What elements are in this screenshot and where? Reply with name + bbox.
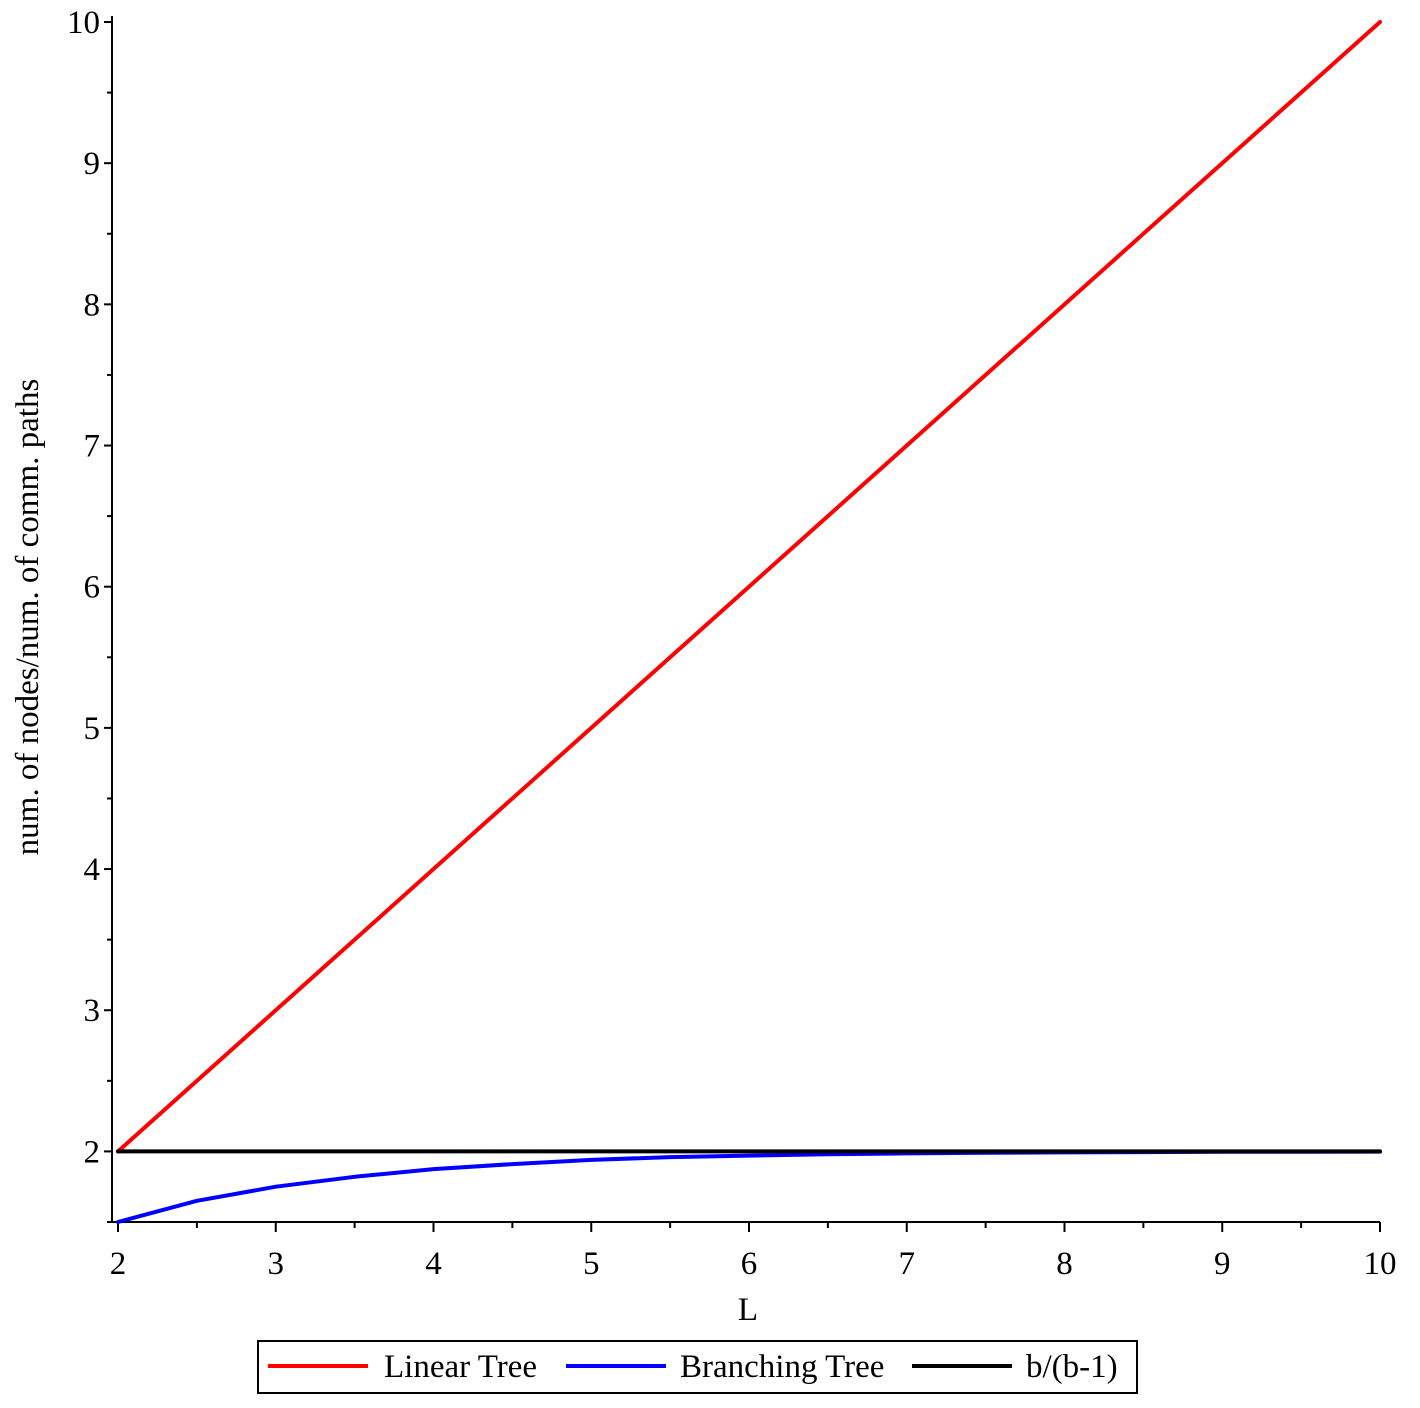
legend-label: b/(b-1): [1026, 1349, 1118, 1385]
y-tick-label: 4: [84, 852, 101, 888]
x-tick-label: 7: [899, 1246, 916, 1282]
x-tick-label: 5: [583, 1246, 600, 1282]
y-tick-label: 8: [84, 287, 101, 323]
series-line-1: [116, 1149, 1382, 1224]
legend: Linear Tree Branching Tree b/(b-1): [257, 1340, 1138, 1394]
x-tick-label: 6: [741, 1246, 758, 1282]
series-line-0: [116, 20, 1382, 1154]
y-tick-label: 9: [84, 146, 101, 182]
legend-label: Branching Tree: [680, 1349, 884, 1385]
y-axis-title: num. of nodes/num. of comm. paths: [10, 379, 46, 856]
axes: 2 3 4 5 6 7 8 9 10 2 3 4 5 6 7 8 9 10: [67, 5, 1397, 1282]
y-tick-label: 10: [67, 5, 100, 41]
x-tick-label: 4: [425, 1246, 442, 1282]
y-tick-label: 3: [84, 993, 101, 1029]
y-tick-label: 6: [84, 570, 101, 606]
legend-label: Linear Tree: [384, 1349, 537, 1385]
x-axis-title: L: [738, 1292, 758, 1328]
legend-box: [257, 1340, 1138, 1394]
x-tick-label: 9: [1214, 1246, 1231, 1282]
x-tick-label: 3: [268, 1246, 285, 1282]
x-tick-label: 2: [110, 1246, 127, 1282]
y-tick-label: 2: [84, 1134, 101, 1170]
x-tick-label: 8: [1056, 1246, 1073, 1282]
x-tick-label: 10: [1364, 1246, 1397, 1282]
y-tick-label: 7: [84, 429, 101, 465]
y-tick-label: 5: [84, 711, 101, 747]
series-group: [116, 20, 1382, 1224]
